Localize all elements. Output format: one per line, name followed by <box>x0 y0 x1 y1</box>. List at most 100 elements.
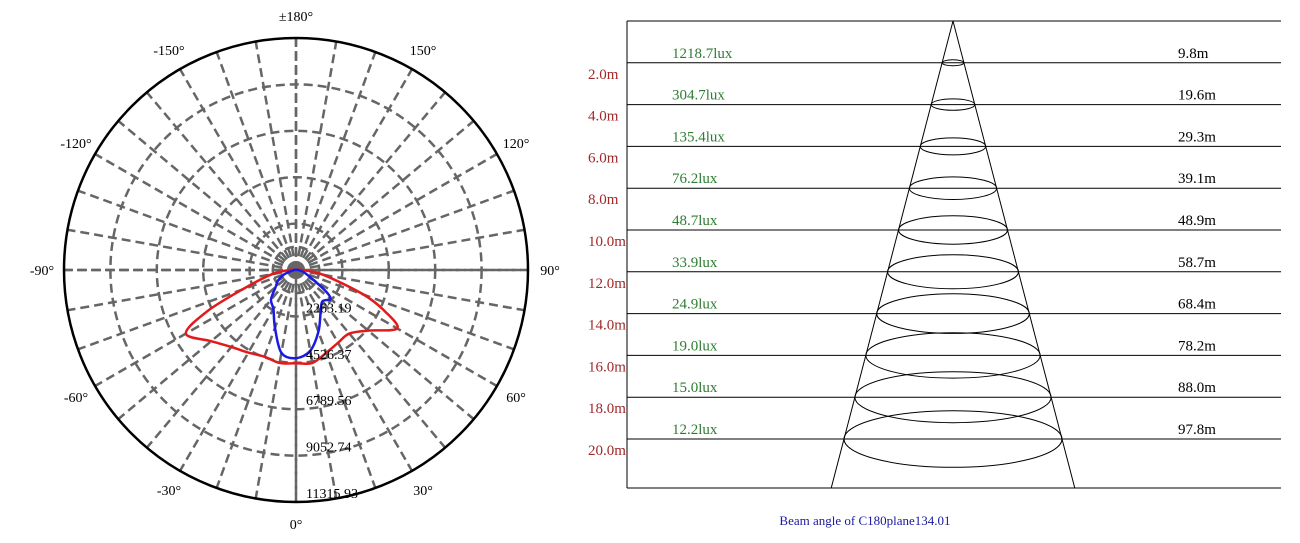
beam-ellipse <box>898 215 1008 245</box>
polar-angle-label: -90° <box>30 264 54 279</box>
polar-angle-label: 150° <box>410 44 437 59</box>
beam-diameter-label: 58.7m <box>1178 255 1216 271</box>
polar-spoke <box>117 119 297 271</box>
polar-ring-labels: 2263.19 4526.37 6789.56 9052.74 11315.93 <box>306 301 358 502</box>
beam-lux-label: 15.0lux <box>672 380 718 396</box>
beam-diameter-label: 29.3m <box>1178 129 1216 145</box>
beam-diameter-label: 68.4m <box>1178 297 1216 313</box>
polar-spoke <box>145 91 297 271</box>
polar-spoke <box>294 269 338 499</box>
beam-ellipse <box>941 59 965 67</box>
polar-angle-label: -150° <box>153 44 184 59</box>
beam-lux-label: 304.7lux <box>672 88 725 104</box>
beam-height-label: 20.0m <box>588 443 626 459</box>
beam-lux-label: 24.9lux <box>672 297 718 313</box>
beam-height-label: 4.0m <box>588 109 619 125</box>
beam-lux-label: 1218.7lux <box>672 46 733 62</box>
polar-spoke <box>295 119 475 271</box>
beam-height-label: 16.0m <box>588 359 626 375</box>
beam-ellipse <box>908 176 998 200</box>
polar-angle-label: -30° <box>157 484 181 499</box>
polar-spoke <box>295 228 525 272</box>
beam-labels: 2.0m 1218.7lux 9.8m 4.0m 304.7lux 19.6m 6.0m 13… <box>588 46 1216 459</box>
polar-spoke <box>295 152 498 272</box>
beam-height-label: 10.0m <box>588 234 626 250</box>
beam-height-label: 2.0m <box>588 67 619 83</box>
polar-curves <box>184 268 399 366</box>
polar-spoke <box>295 268 515 351</box>
polar-spoke <box>178 68 298 271</box>
polar-curve-red <box>184 268 399 366</box>
polar-spoke <box>295 189 515 272</box>
beam-lux-label: 48.7lux <box>672 213 718 229</box>
beam-lux-label: 135.4lux <box>672 129 725 145</box>
polar-angle-labels: ±180° 150° 120° 90° 60° 30° 0° -30° -60° -90° -120… <box>30 10 560 533</box>
beam-lux-label: 76.2lux <box>672 171 718 187</box>
polar-spoke <box>178 269 298 472</box>
polar-spoke <box>117 269 297 421</box>
polar-angle-label: 60° <box>506 391 526 406</box>
beam-angle-chart: 2.0m 1218.7lux 9.8m 4.0m 304.7lux 19.6m 6.0m 13… <box>588 20 1281 528</box>
polar-outer-circle <box>62 36 530 504</box>
polar-grid <box>64 38 528 502</box>
beam-lux-label: 12.2lux <box>672 422 718 438</box>
polar-curve-blue <box>269 268 332 360</box>
polar-spoke <box>294 68 414 271</box>
polar-angle-label: 90° <box>540 264 560 279</box>
beam-caption: Beam angle of C180plane134.01 <box>779 513 950 528</box>
polar-ring-label: 2263.19 <box>306 301 352 316</box>
beam-ellipse <box>930 98 976 111</box>
polar-spoke <box>145 269 297 449</box>
beam-lux-label: 19.0lux <box>672 338 718 354</box>
beam-diameter-label: 48.9m <box>1178 213 1216 229</box>
polar-spoke <box>77 189 297 272</box>
polar-spoke <box>67 268 297 312</box>
polar-spoke <box>215 51 298 271</box>
beam-ellipse <box>887 254 1019 290</box>
polar-spoke <box>295 91 447 271</box>
polar-spoke <box>295 269 475 421</box>
polar-angle-label: -60° <box>64 391 88 406</box>
polar-spoke <box>295 268 525 312</box>
polar-ring-label: 9052.74 <box>306 441 352 456</box>
polar-intensity-chart: ±180° 150° 120° 90° 60° 30° 0° -30° -60° -90° -120… <box>30 10 560 533</box>
polar-angle-label: ±180° <box>279 10 313 25</box>
polar-ring-label: 11315.93 <box>306 487 358 502</box>
beam-diameter-label: 19.6m <box>1178 88 1216 104</box>
polar-spoke <box>67 228 297 272</box>
polar-angle-label: 0° <box>290 518 303 533</box>
beam-ellipse <box>919 137 987 156</box>
beam-cone-right-edge <box>952 20 1076 489</box>
polar-angle-label: 120° <box>503 137 530 152</box>
polar-spoke <box>77 268 297 351</box>
beam-height-label: 18.0m <box>588 401 626 417</box>
polar-spoke <box>94 152 297 272</box>
beam-diameter-label: 88.0m <box>1178 380 1216 396</box>
beam-diameter-label: 78.2m <box>1178 338 1216 354</box>
polar-spoke <box>294 269 414 472</box>
polar-spoke <box>294 269 377 489</box>
beam-ellipse <box>854 371 1052 424</box>
polar-spoke <box>254 41 298 271</box>
polar-spoke <box>94 268 297 388</box>
polar-spoke <box>294 51 377 271</box>
beam-diameter-label: 97.8m <box>1178 422 1216 438</box>
beam-cone <box>830 20 1076 489</box>
polar-spoke <box>294 41 338 271</box>
beam-height-label: 6.0m <box>588 150 619 166</box>
beam-diameter-label: 9.8m <box>1178 46 1209 62</box>
beam-cone-left-edge <box>830 20 954 489</box>
polar-angle-label: -120° <box>60 137 91 152</box>
beam-row-lines <box>626 20 1281 489</box>
beam-ellipse <box>865 332 1041 379</box>
polar-ring-label: 4526.37 <box>306 348 352 363</box>
beam-height-label: 12.0m <box>588 276 626 292</box>
beam-diameter-label: 39.1m <box>1178 171 1216 187</box>
polar-spoke <box>295 269 447 449</box>
polar-angle-label: 30° <box>413 484 433 499</box>
beam-ellipse <box>843 410 1063 468</box>
polar-spoke <box>254 269 298 499</box>
beam-height-label: 14.0m <box>588 318 626 334</box>
beam-lux-label: 33.9lux <box>672 255 718 271</box>
